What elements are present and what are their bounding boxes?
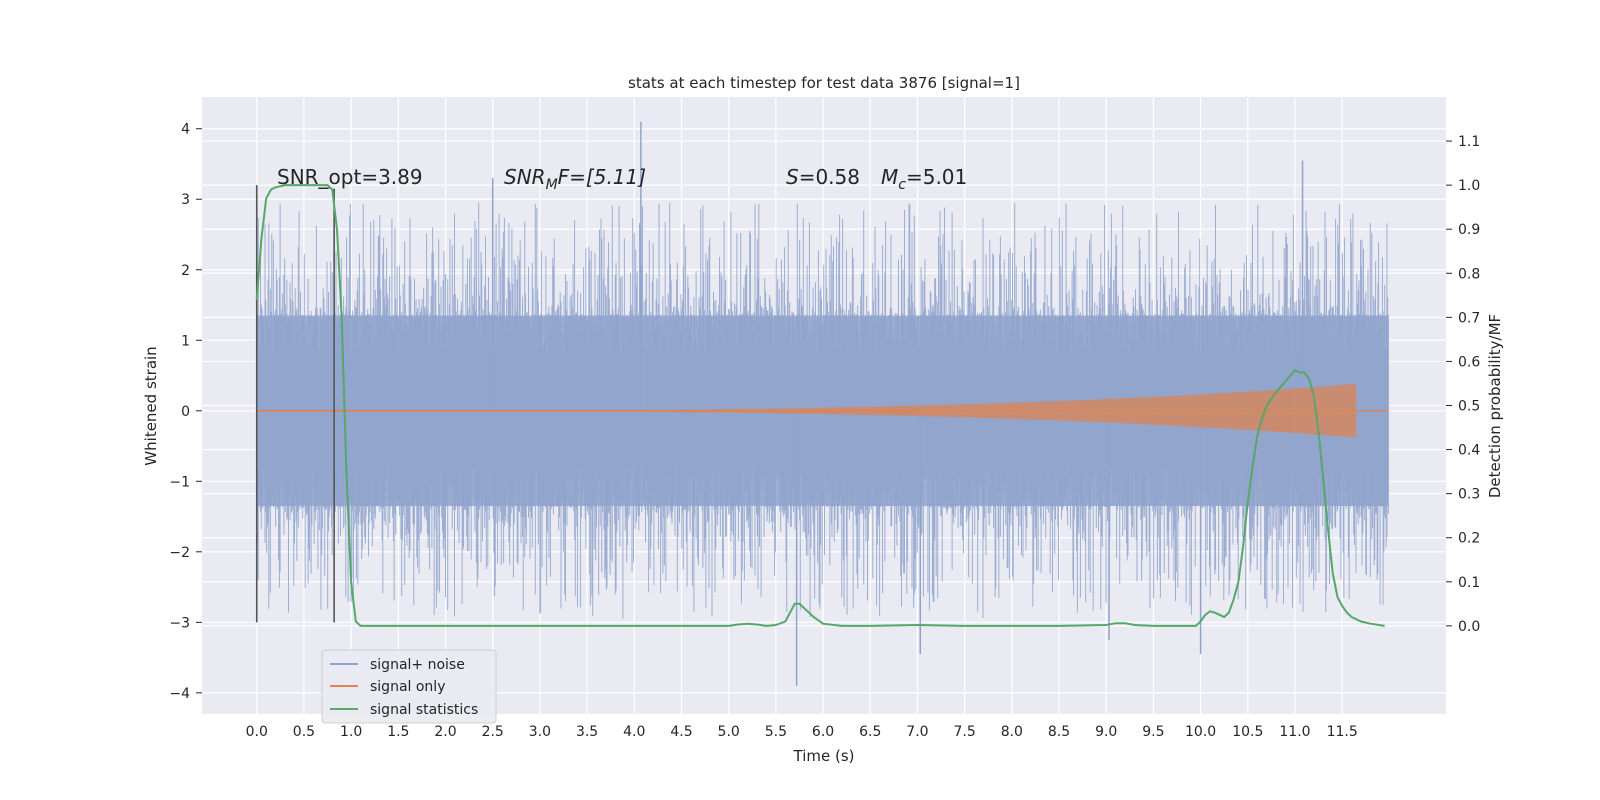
legend-label-signal-noise: signal+ noise (370, 657, 465, 673)
legend-box (321, 649, 497, 724)
y-right-tick-label: 0.5 (1458, 399, 1480, 415)
y-right-tick-label: 1.1 (1458, 134, 1480, 150)
y-right-tick-label: 0.2 (1458, 531, 1480, 547)
mc-value: =5.01 (906, 165, 967, 189)
x-tick-label: 1.0 (340, 724, 362, 740)
y-tick-label: −1 (169, 474, 190, 490)
y-tick-label: 4 (181, 122, 190, 138)
x-tick-label: 4.0 (623, 724, 645, 740)
y-tick-label: −3 (169, 615, 190, 631)
x-tick-label: 8.0 (1001, 724, 1023, 740)
x-tick-label: 9.0 (1095, 724, 1117, 740)
x-tick-label: 7.0 (906, 724, 928, 740)
series-signal-statistics (255, 184, 1385, 627)
y-right-tick-label: 1.0 (1458, 178, 1480, 194)
y-axis-right-label: Detection probability/MF (1486, 314, 1504, 498)
mc-subscript: c (898, 177, 906, 193)
stats-line (255, 184, 1385, 627)
y-tick-label: −4 (169, 686, 190, 702)
y-right-tick-label: 0.8 (1458, 266, 1480, 282)
x-tick-label: 3.5 (576, 724, 598, 740)
y-right-tick-label: 0.3 (1458, 487, 1480, 503)
x-tick-label: 6.5 (859, 724, 881, 740)
legend: signal+ noise signal only signal statist… (321, 649, 497, 724)
y-tick-label: 2 (181, 263, 190, 279)
y-right-tick-label: 0.4 (1458, 443, 1480, 459)
x-tick-label: 11.5 (1327, 724, 1358, 740)
x-tick-label: 11.0 (1279, 724, 1310, 740)
s-value: =0.58 (799, 165, 860, 189)
x-tick-label: 0.0 (246, 724, 268, 740)
y-tick-label: −2 (169, 545, 190, 561)
y-right-tick-label: 0.6 (1458, 354, 1480, 370)
annotation-snr-mf: SNRMF=[5.11] (504, 165, 646, 193)
legend-label-signal-only: signal only (370, 679, 445, 695)
mc-symbol: M (881, 165, 898, 189)
x-tick-label: 3.0 (529, 724, 551, 740)
annotation-mc: Mc=5.01 (881, 165, 967, 193)
x-tick-label: 7.5 (954, 724, 976, 740)
y-axis-label: Whitened strain (142, 346, 160, 465)
snr-mf-symbol: SNR (504, 165, 546, 189)
x-tick-label: 4.5 (670, 724, 692, 740)
x-tick-label: 2.0 (434, 724, 456, 740)
x-tick-label: 8.5 (1048, 724, 1070, 740)
s-symbol: S (786, 165, 799, 189)
x-tick-label: 6.0 (812, 724, 834, 740)
y-tick-label: 3 (181, 192, 190, 208)
x-tick-label: 2.5 (482, 724, 504, 740)
snr-mf-value: F=[5.11] (558, 165, 646, 189)
annotation-snr-opt: SNR_opt=3.89 (277, 165, 423, 189)
y-right-tick-label: 0.9 (1458, 222, 1480, 238)
chart-title: stats at each timestep for test data 387… (628, 74, 1020, 92)
x-tick-label: 0.5 (293, 724, 315, 740)
y-right-tick-label: 0.1 (1458, 575, 1480, 591)
x-tick-label: 10.5 (1232, 724, 1263, 740)
x-tick-label: 9.5 (1142, 724, 1164, 740)
legend-label-signal-statistics: signal statistics (370, 702, 478, 718)
series-signal-only (256, 384, 1389, 438)
x-axis-label: Time (s) (793, 747, 855, 765)
y-right-tick-label: 0.0 (1458, 619, 1480, 635)
x-tick-label: 5.0 (718, 724, 740, 740)
y-tick-label: 1 (181, 333, 190, 349)
y-right-tick-label: 0.7 (1458, 310, 1480, 326)
annotation-s: S=0.58 (786, 165, 860, 189)
x-tick-label: 10.0 (1185, 724, 1216, 740)
x-tick-label: 1.5 (387, 724, 409, 740)
tick-labels: 0.0 0.5 1.0 1.5 2.0 2.5 3.0 3.5 4.0 4.5 5.0 5.5 6.0 6… (169, 122, 1480, 740)
y-tick-label: 0 (181, 404, 190, 420)
vertical-markers (255, 185, 335, 623)
x-tick-label: 5.5 (765, 724, 787, 740)
snr-mf-subscript: M (546, 177, 558, 193)
